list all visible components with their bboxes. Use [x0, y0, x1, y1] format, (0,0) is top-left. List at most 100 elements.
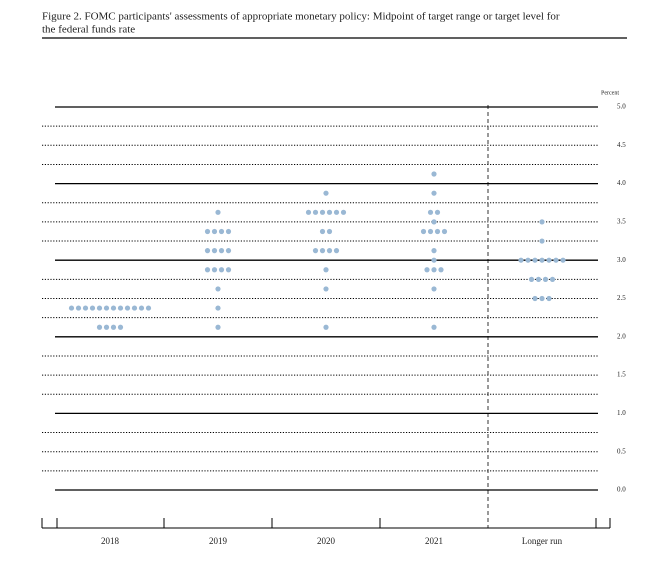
dot [68, 305, 75, 311]
y-axis-label: Percent [601, 90, 619, 96]
dot [424, 267, 430, 273]
dot [539, 238, 545, 244]
y-tick-label: 1.5 [617, 371, 626, 379]
dot [431, 219, 437, 225]
dot [323, 324, 329, 330]
dot [82, 305, 89, 311]
chart-title: the federal funds rate [42, 24, 135, 36]
dot [326, 209, 333, 215]
dot [431, 171, 437, 177]
dot [96, 305, 103, 311]
dot [431, 257, 437, 263]
dot [525, 257, 531, 263]
dot [528, 276, 535, 282]
dot [225, 248, 232, 254]
y-tick-label: 5.0 [617, 103, 626, 111]
dot [215, 286, 221, 292]
x-tick-label: 2018 [101, 536, 120, 546]
dot [560, 257, 566, 263]
dot [211, 267, 218, 273]
dot [420, 228, 427, 235]
dot [305, 209, 312, 215]
dot [218, 248, 225, 254]
dot [553, 257, 559, 263]
dot [211, 248, 218, 254]
x-tick-label: 2019 [209, 536, 228, 546]
dot [218, 267, 225, 273]
y-tick-label: 0.5 [617, 447, 626, 455]
dot [103, 324, 110, 330]
dot [145, 305, 152, 311]
dot [323, 190, 329, 196]
y-tick-label: 1.0 [617, 409, 626, 417]
dot [215, 324, 221, 330]
dot [539, 295, 545, 302]
y-tick-label: 0.0 [617, 486, 626, 494]
dot [340, 209, 347, 215]
dot [535, 276, 542, 282]
dot [225, 228, 232, 235]
dot [539, 257, 545, 263]
dot [218, 228, 225, 235]
dot [312, 248, 319, 254]
dot [103, 305, 110, 311]
y-tick-label: 3.0 [617, 256, 626, 264]
dot [138, 305, 145, 311]
dot [319, 228, 326, 235]
dot [89, 305, 96, 311]
dot [333, 209, 340, 215]
dot [532, 257, 538, 263]
dot [312, 209, 319, 215]
dot [539, 219, 545, 225]
dot [549, 276, 556, 282]
x-tick-label: Longer run [522, 536, 563, 546]
x-tick-label: 2021 [425, 536, 443, 546]
dot [441, 228, 448, 235]
dot [204, 267, 211, 273]
dot [326, 248, 333, 254]
dot [542, 276, 549, 282]
dot [438, 267, 444, 273]
chart-title: Figure 2. FOMC participants' assessments… [42, 11, 560, 23]
dot [546, 257, 552, 263]
dot [319, 248, 326, 254]
y-tick-label: 3.5 [617, 218, 626, 226]
dot [323, 286, 329, 292]
dot [204, 228, 211, 235]
dot [427, 228, 434, 235]
dot [431, 286, 437, 292]
dot [75, 305, 82, 311]
dot [117, 324, 124, 330]
dot [427, 209, 434, 215]
dot [518, 257, 524, 263]
dot [546, 295, 552, 302]
x-tick-label: 2020 [317, 536, 336, 546]
dot [225, 267, 232, 273]
y-tick-label: 2.5 [617, 294, 626, 302]
dot [117, 305, 124, 311]
dot [124, 305, 131, 311]
y-tick-label: 4.0 [617, 179, 626, 187]
dot [323, 267, 329, 273]
dot [215, 209, 221, 215]
dot [319, 209, 326, 215]
dot [431, 248, 437, 254]
dot [215, 305, 221, 311]
dot [532, 295, 538, 302]
dot [96, 324, 103, 330]
dot [431, 324, 437, 330]
dot [434, 209, 441, 215]
dot [333, 248, 340, 254]
dot [204, 248, 211, 254]
dot [326, 228, 333, 235]
dot [211, 228, 218, 235]
dot [431, 267, 437, 273]
dot [431, 190, 437, 196]
dot [110, 324, 117, 330]
dot [110, 305, 117, 311]
y-tick-label: 2.0 [617, 332, 626, 340]
dot [131, 305, 138, 311]
dot [434, 228, 441, 235]
y-tick-label: 4.5 [617, 141, 626, 149]
